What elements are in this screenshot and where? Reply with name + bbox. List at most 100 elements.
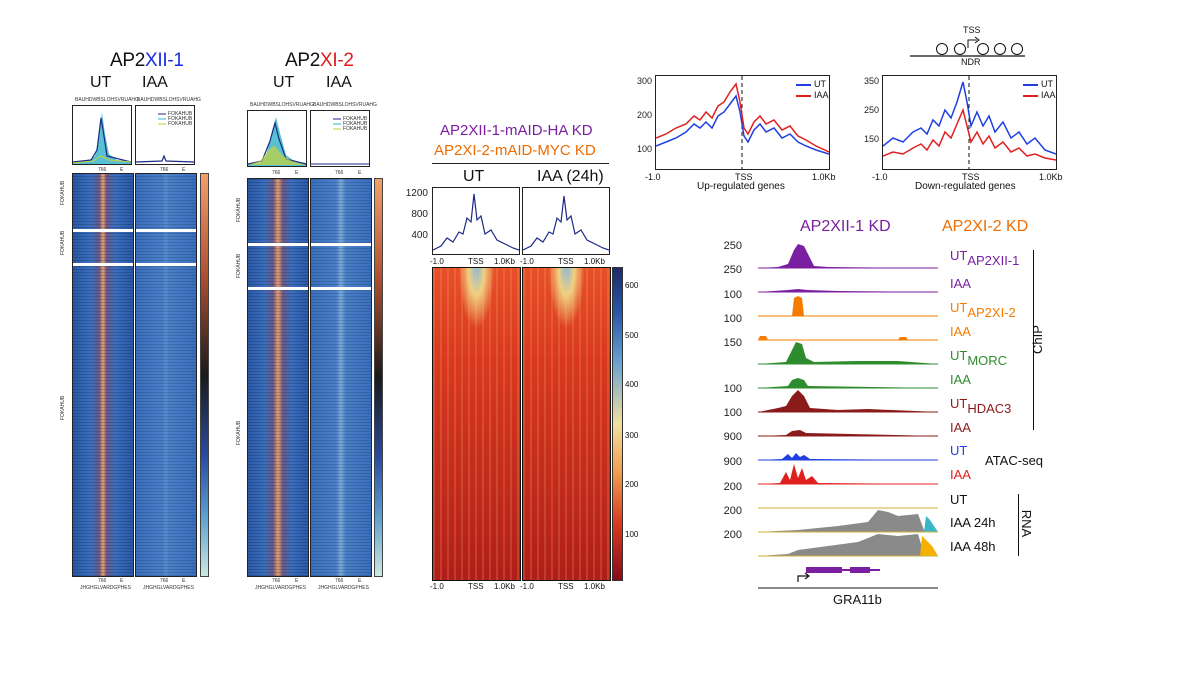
chip-bracket [1033, 250, 1034, 430]
panel-f-scale-4: 100 [723, 313, 742, 325]
panel-f-title-right: AP2XI-2 KD [942, 218, 1029, 235]
track-ap2xii1-ut [758, 244, 938, 268]
track-label-7: UTHDAC3 [950, 396, 1011, 416]
track-label-4: IAA [950, 324, 971, 339]
track-label-2: IAA [950, 276, 971, 291]
panel-c-cb-600: 600 [625, 281, 639, 290]
panel-b-bottom-mid-iaa: 766 [335, 578, 344, 584]
panel-a-profile-iaa: FOKAHUB FOKAHUB FOKAHUB [135, 105, 195, 165]
panel-c-heatmap-ut [432, 267, 521, 581]
track-label-3-text: UT [950, 300, 968, 315]
group-chip-label: ChIP [1029, 325, 1045, 354]
panel-f-tracks-svg [758, 244, 938, 557]
panel-c-line2: AP2XI-2-mAID-MYC KD [434, 142, 596, 159]
panel-a-bottom-end-ut: E [120, 578, 124, 584]
panel-c-hm-xtick-mid-ut: TSS [468, 582, 484, 591]
panel-c-heatmap-iaa [522, 267, 611, 581]
panel-f-scale-1: 250 [723, 240, 742, 252]
panel-d-ytick-100: 100 [636, 144, 652, 154]
panel-f-scale-10: 200 [723, 481, 742, 493]
panel-a-footer-ut: JHGHGLVARDGPHES [80, 585, 131, 591]
panel-f-scale-6: 100 [723, 383, 742, 395]
panel-c-profile-xtick-mid-iaa: TSS [558, 257, 574, 266]
panel-e-xtick-mid: TSS [962, 172, 980, 182]
panel-e-ytick-350: 350 [863, 76, 879, 86]
panel-d-xtick-mid: TSS [735, 172, 753, 182]
panel-d-ytick-300: 300 [636, 76, 652, 86]
panel-f-scale-3: 100 [723, 289, 742, 301]
panel-e-ytick-150: 150 [863, 134, 879, 144]
panel-a-xtick-mid-iaa: 766 [160, 167, 169, 173]
track-label-3-sub: AP2XI-2 [967, 305, 1016, 320]
panel-d-xtick-right: 1.0Kb [812, 172, 836, 182]
panel-e-top-tss: TSS [963, 25, 981, 35]
panel-a-legend-item-2: FOKAHUB [168, 116, 193, 122]
panel-b-title: AP2XI-2 [285, 50, 354, 72]
track-label-11: UT [950, 492, 968, 507]
panel-b-side-label-1: FOKAHUB [236, 197, 242, 222]
panel-a-profile-ut [72, 105, 132, 165]
panel-b-profile-iaa: FOKAHUB FOKAHUB FOKAHUB [310, 110, 370, 167]
panel-f-gene-model [758, 567, 938, 589]
panel-b-xtick-mid-iaa: 766 [335, 170, 344, 176]
panel-b-xtick-mid-ut: 766 [272, 170, 281, 176]
panel-a-side-label-1: FOKAHUB [60, 180, 66, 205]
panel-c-profile-iaa [522, 187, 610, 255]
panel-b-col-iaa: IAA [326, 74, 352, 91]
panel-b-title-prefix: AP2 [285, 50, 321, 71]
panel-a-xtick-end-iaa: E [182, 167, 186, 173]
track-atac-iaa [758, 464, 938, 484]
panel-c-profile-iaa-svg [522, 195, 610, 251]
tss-arrow-icon [967, 39, 977, 48]
panel-f-scale-11: 200 [723, 505, 742, 517]
track-morc-ut [758, 342, 938, 364]
panel-a-col-iaa: IAA [142, 74, 168, 91]
panel-c-cb-300: 300 [625, 431, 639, 440]
panel-c-profile-xtick-right-iaa: 1.0Kb [584, 257, 605, 266]
panel-b-header-small-ut: BAUHDWBSLOHSVRUAHG [250, 102, 314, 108]
track-label-3: UTAP2XI-2 [950, 300, 1016, 320]
panel-a-legend-item-1: FOKAHUB [168, 111, 193, 117]
panel-b-profile-ut [247, 110, 307, 167]
panel-a-heatmap-iaa [135, 173, 197, 577]
panel-a-bottom-end-iaa: E [182, 578, 186, 584]
panel-c-ytick-1200: 1200 [405, 188, 428, 199]
panel-a-footer-iaa: JHGHGLVARDGPHES [143, 585, 194, 591]
track-ap2xii1-iaa [758, 289, 938, 292]
panel-e-plot: UT IAA [882, 75, 1057, 170]
panel-b-bottom-end-iaa: E [358, 578, 362, 584]
panel-e-nucleosome-diagram [910, 36, 1025, 57]
panel-c-profile-xtick-left-iaa: -1.0 [520, 257, 534, 266]
panel-a-profile-ut-svg [72, 112, 132, 164]
panel-a-profile-iaa-svg [135, 113, 195, 163]
panel-e-xtick-left: -1.0 [872, 172, 888, 182]
panel-d-legend-ut: UT [814, 79, 826, 89]
panel-b-bottom-end-ut: E [295, 578, 299, 584]
panel-e-svg [882, 76, 1057, 169]
panel-b-xtick-end-iaa: E [358, 170, 362, 176]
panel-c-hm-xtick-right-iaa: 1.0Kb [584, 582, 605, 591]
panel-b-profile-iaa-svg [311, 118, 369, 165]
panel-f-title-left: AP2XII-1 KD [800, 218, 891, 235]
panel-a-side-label-3: FOKAHUB [60, 395, 66, 420]
panel-a-header-small-ut: BAUHDWBSLOHSVRUAHG [75, 97, 139, 103]
panel-c-profile-xtick-mid-ut: TSS [468, 257, 484, 266]
panel-b-legend-item-1: FOKAHUB [343, 116, 368, 122]
track-label-1-sub: AP2XII-1 [967, 253, 1020, 268]
track-label-6: IAA [950, 372, 971, 387]
panel-b-footer-ut: JHGHGLVARDGPHES [255, 585, 306, 591]
panel-c-col-iaa: IAA (24h) [537, 168, 604, 185]
panel-c-profile-ut-svg [432, 193, 520, 251]
panel-b-bottom-mid-ut: 766 [272, 578, 281, 584]
panel-d-xtick-left: -1.0 [645, 172, 661, 182]
panel-c-profile-xtick-right-ut: 1.0Kb [494, 257, 515, 266]
panel-a-side-label-2: FOKAHUB [60, 230, 66, 255]
track-rna-24h [758, 510, 938, 532]
track-label-5-text: UT [950, 348, 968, 363]
panel-e-legend-iaa: IAA [1041, 90, 1056, 100]
panel-f-scale-12: 200 [723, 529, 742, 541]
panel-c-cb-400: 400 [625, 380, 639, 389]
panel-b-title-suffix: XI-2 [320, 50, 354, 71]
track-ap2xi2-ut [758, 296, 938, 316]
track-label-13: IAA 48h [950, 539, 996, 554]
